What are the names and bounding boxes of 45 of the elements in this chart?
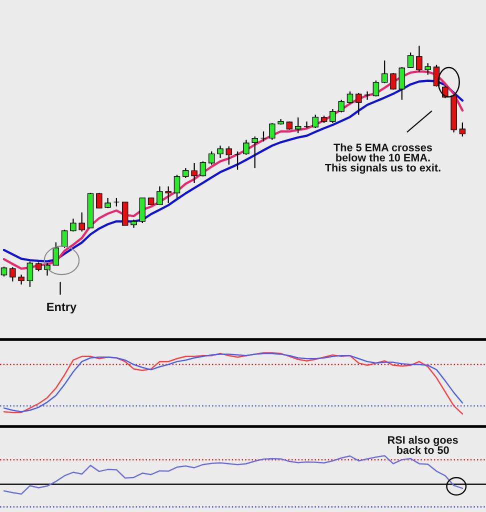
candlestick [390,72,396,90]
candlestick [61,229,68,248]
candlestick [424,62,431,76]
candlestick [243,139,250,156]
candlestick [165,186,172,204]
candlestick [191,162,198,184]
candlestick [10,266,16,282]
candlestick [104,197,111,209]
candlestick [182,168,189,179]
candlestick [234,150,241,170]
candlestick [217,145,224,158]
candlestick [304,120,310,129]
candlestick [269,122,276,140]
candlestick [52,242,60,266]
candlestick [372,80,380,98]
candlestick [156,186,163,206]
candlestick [260,130,267,142]
candlestick [70,218,76,232]
candlestick [122,202,128,226]
candlestick [356,92,362,116]
candlestick [208,150,215,166]
candlestick [398,66,406,100]
candlestick [78,212,85,232]
candlestick [312,114,319,129]
candlestick [338,99,344,113]
candlestick [18,274,24,286]
text: RSI also goes back to 50 [388,436,458,454]
candlestick [200,160,206,178]
candlestick [294,116,302,134]
text: Entry [47,302,77,314]
candlestick [96,192,102,209]
candlestick [416,45,422,72]
candlestick [407,52,414,69]
candlestick [139,197,146,224]
annotation: The 5 EMA crosses below the 10 EMA. This signals us to exit. [325,143,440,174]
candlestick [330,108,336,124]
candlestick [174,174,180,199]
candlestick [381,60,388,84]
candlestick [364,90,370,100]
candlestick [0,266,8,278]
candlestick [26,261,34,288]
candlestick [346,90,354,104]
candlestick [226,146,232,166]
candlestick [252,136,258,169]
candlestick [459,122,466,138]
